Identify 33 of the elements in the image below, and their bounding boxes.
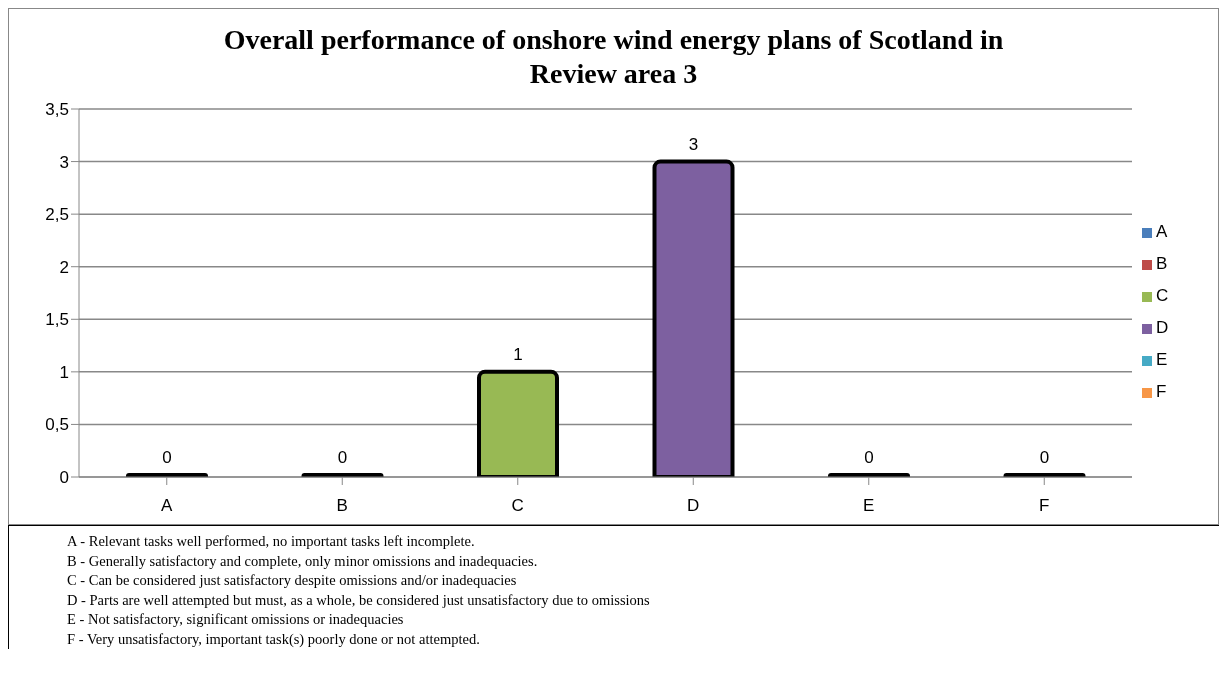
legend-label: B <box>1156 254 1168 273</box>
legend-label: E <box>1156 350 1168 369</box>
text: A - Relevant tasks well performed, no important tasks left incomplete. <box>67 532 476 551</box>
text: F - Very unsatisfactory, important task(s) poorly done or not attempted. <box>67 629 481 649</box>
legend-label: A <box>1156 222 1168 241</box>
y-tick-label: 2,5 <box>45 205 69 225</box>
y-tick-label: 0,5 <box>45 415 69 435</box>
y-tick-label: 2 <box>59 257 69 277</box>
x-tick-label: E <box>863 496 875 516</box>
chart-title: Overall performance of onshore wind energy plans of Scotland in Review area 3 <box>222 23 1005 91</box>
x-tick-label: B <box>336 496 348 516</box>
data-label: 0 <box>162 448 172 467</box>
text: B - Generally satisfactory and complete, only minor omissions and inadequacies. <box>67 551 539 571</box>
data-label: 3 <box>688 134 699 154</box>
x-tick-label: A <box>161 496 174 516</box>
x-tick-label: C <box>511 496 524 516</box>
text: E - Not satisfactory, significant omissions or inadequacies <box>67 610 405 629</box>
y-tick-label: 3 <box>59 152 69 172</box>
legend-label: D <box>1156 318 1169 337</box>
legend-label: C <box>1156 286 1169 305</box>
y-tick-label: 3,5 <box>45 100 69 120</box>
x-tick-label: D <box>687 496 700 516</box>
legend-label: F <box>1156 382 1167 401</box>
text: C - Can be considered just satisfactory despite omissions and/or inadequacies <box>67 571 518 590</box>
data-label: 0 <box>864 448 874 467</box>
data-label: 0 <box>1039 448 1050 467</box>
text: D - Parts are well attempted but must, as a whole, be considered just unsatisfactory due to omissions <box>67 590 651 610</box>
y-tick-label: 1 <box>59 362 69 382</box>
data-label: 0 <box>337 448 348 467</box>
y-tick-label: 1,5 <box>45 310 69 330</box>
y-tick-label: 0 <box>59 468 69 488</box>
data-label: 1 <box>513 344 523 364</box>
x-tick-label: F <box>1039 496 1050 516</box>
